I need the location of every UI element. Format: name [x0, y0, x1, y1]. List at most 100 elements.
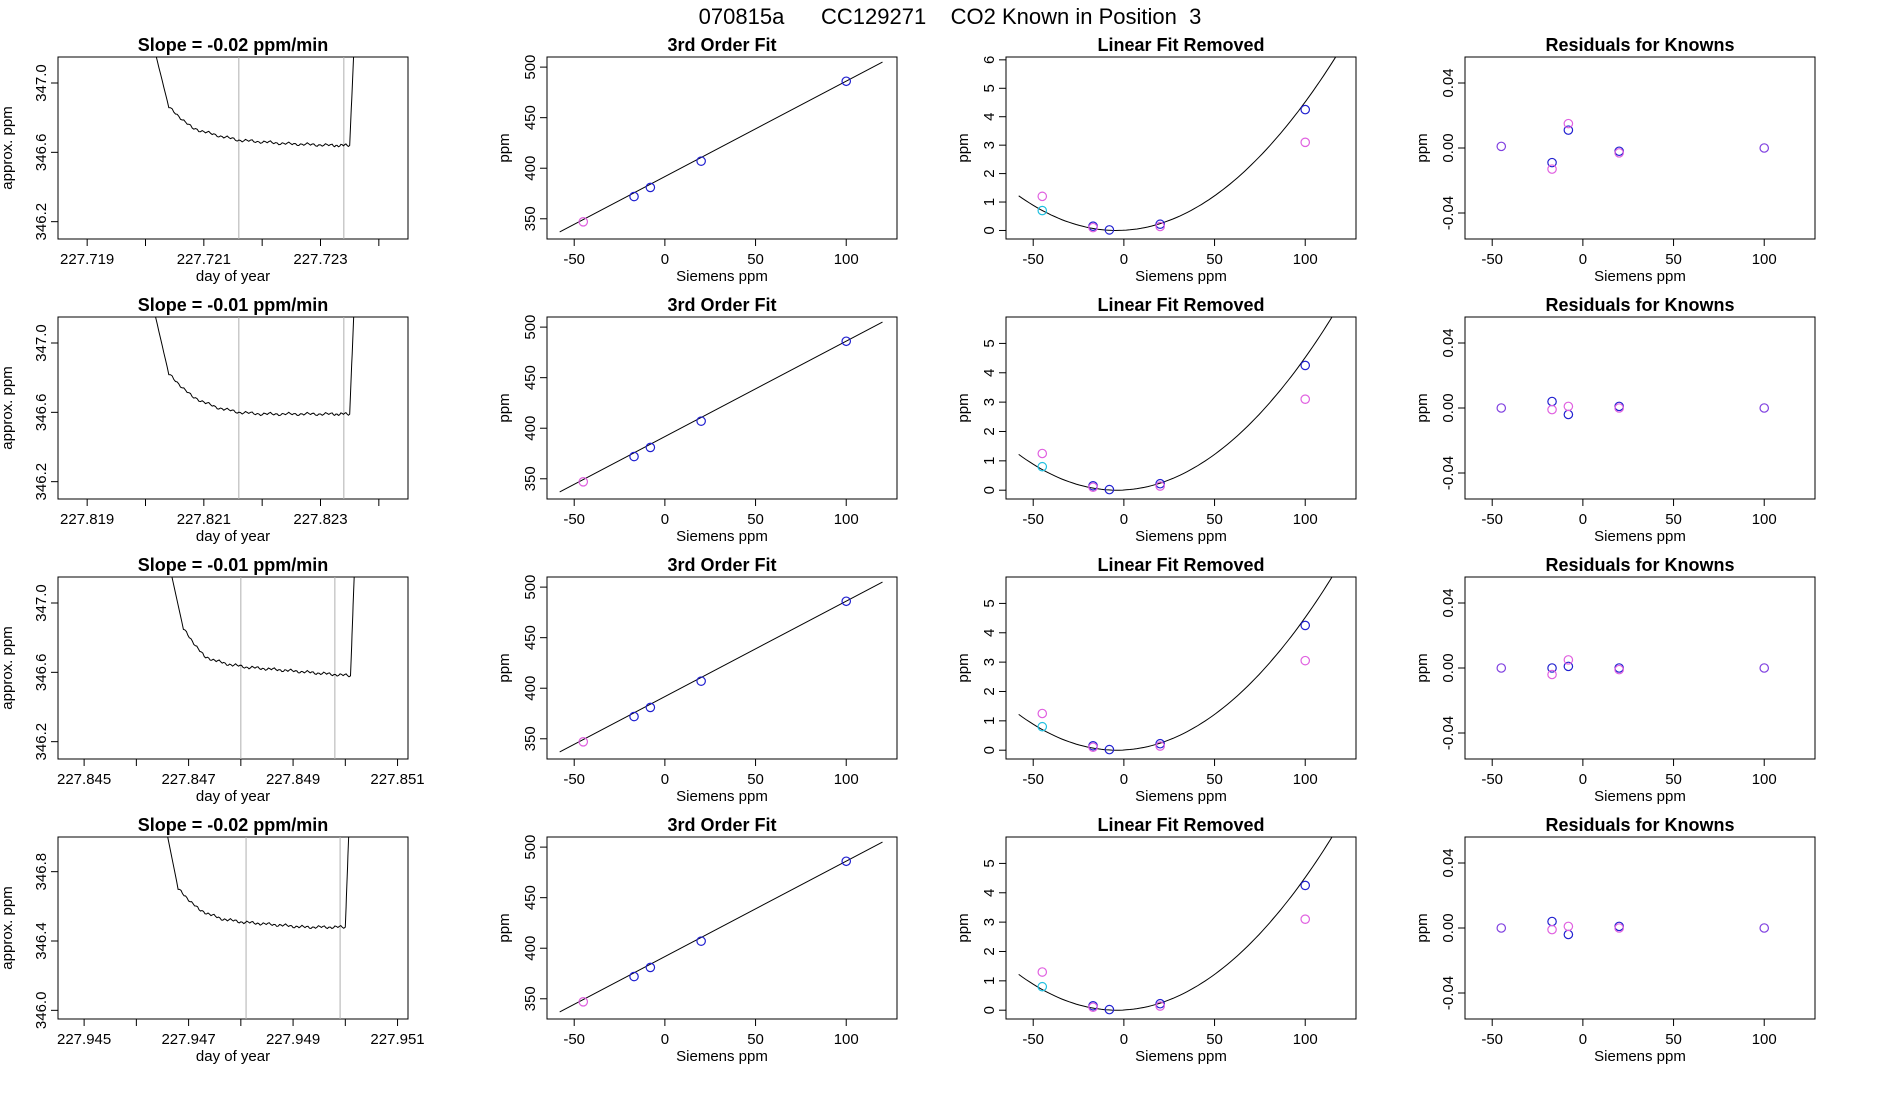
x-tick-label: 100 — [1752, 251, 1777, 268]
panel-r4-c3: Linear Fit Removed -50 0 50 100 0 1 2 3 4 5 Siemens… — [955, 815, 1357, 1065]
x-tick-label: 227.951 — [370, 1031, 424, 1048]
plot-area — [1018, 57, 1337, 235]
x-tick-label: 50 — [747, 251, 764, 268]
y-tick-label: 5 — [981, 859, 998, 867]
x-axis-label: Siemens ppm — [676, 268, 768, 285]
y-tick-label: 450 — [522, 885, 539, 910]
panel-title: Residuals for Knowns — [1545, 815, 1734, 835]
y-tick-label: 346.2 — [33, 463, 50, 501]
x-tick-label: -50 — [1481, 251, 1503, 268]
x-tick-label: 50 — [1206, 251, 1223, 268]
plot-area — [155, 317, 355, 499]
plot-area — [559, 841, 883, 1013]
data-point — [1300, 137, 1311, 148]
x-tick-label: 227.823 — [293, 511, 347, 528]
x-axis-label: Siemens ppm — [676, 1048, 768, 1065]
x-axis-label: day of year — [196, 788, 270, 805]
data-point — [578, 737, 589, 747]
data-point — [1563, 118, 1574, 129]
fit-curve — [1018, 577, 1333, 751]
x-axis-label: Siemens ppm — [1594, 1048, 1686, 1065]
data-point — [1563, 921, 1574, 932]
x-tick-label: -50 — [1481, 771, 1503, 788]
y-axis-label: approx. ppm — [0, 366, 16, 449]
y-tick-label: 350 — [522, 466, 539, 491]
data-point — [1088, 742, 1098, 753]
x-tick-label: 50 — [747, 511, 764, 528]
x-tick-label: 0 — [1579, 1031, 1587, 1048]
x-tick-label: 227.849 — [266, 771, 320, 788]
data-point — [1547, 669, 1557, 680]
y-tick-label: 346.0 — [33, 992, 50, 1030]
y-tick-label: 400 — [522, 416, 539, 441]
x-tick-label: 100 — [834, 251, 859, 268]
page-title: 070815a CC129271 CO2 Known in Position 3 — [698, 4, 1202, 29]
data-point — [629, 191, 639, 202]
data-point — [629, 451, 639, 462]
plot-area — [1018, 317, 1333, 495]
data-point — [696, 936, 706, 946]
x-axis-label: Siemens ppm — [676, 788, 768, 805]
x-tick-label: 0 — [661, 511, 669, 528]
data-point — [1037, 191, 1048, 202]
data-point — [1155, 738, 1165, 749]
y-tick-label: -0.04 — [1440, 976, 1457, 1010]
data-point — [645, 702, 656, 713]
data-point — [1104, 1004, 1115, 1015]
plot-area — [1496, 396, 1770, 420]
y-tick-label: 4 — [981, 629, 998, 637]
plot-area — [1018, 577, 1333, 755]
y-tick-label: 400 — [522, 936, 539, 961]
panel-r1-c3: Linear Fit Removed -50 0 50 100 0 1 2 3 4 5 6 Siemen… — [955, 35, 1357, 285]
plot-frame — [546, 576, 898, 760]
y-tick-label: 400 — [522, 156, 539, 181]
data-point — [1037, 448, 1048, 459]
x-tick-label: 100 — [1752, 511, 1777, 528]
x-tick-label: 50 — [1206, 1031, 1223, 1048]
data-point — [1759, 923, 1770, 933]
plot-frame — [1464, 836, 1816, 1020]
data-point — [1155, 1001, 1165, 1011]
data-point — [1614, 664, 1624, 675]
data-point — [1037, 461, 1048, 472]
y-tick-label: 347.0 — [33, 584, 50, 622]
y-tick-label: 2 — [981, 687, 998, 695]
x-tick-label: 227.945 — [57, 1031, 111, 1048]
data-point — [1037, 981, 1048, 992]
data-point — [841, 596, 852, 607]
panel-r2-c4: Residuals for Knowns -50 0 50 100 -0.04 0.00 0.… — [1414, 295, 1816, 545]
data-point — [645, 442, 656, 453]
fit-curve — [1018, 57, 1337, 232]
x-tick-label: 0 — [1579, 251, 1587, 268]
x-tick-label: 227.845 — [57, 771, 111, 788]
y-tick-label: 0.00 — [1440, 133, 1457, 162]
x-tick-label: 0 — [1120, 251, 1128, 268]
plot-area — [1496, 655, 1770, 680]
panel-title: Slope = -0.02 ppm/min — [138, 815, 329, 835]
plot-frame — [546, 56, 898, 240]
data-point — [1547, 157, 1557, 168]
y-tick-label: 346.6 — [33, 394, 50, 432]
y-tick-label: 450 — [522, 625, 539, 650]
panel-title: Linear Fit Removed — [1097, 35, 1264, 55]
data-point — [1614, 403, 1624, 413]
x-tick-label: 50 — [747, 1031, 764, 1048]
data-point — [1088, 222, 1098, 233]
x-tick-label: -50 — [563, 1031, 585, 1048]
panel-r4-c1: Slope = -0.02 ppm/min 227.945 227.947 227.9… — [0, 815, 425, 1065]
y-tick-label: 0 — [981, 746, 998, 754]
y-tick-label: 400 — [522, 676, 539, 701]
data-point — [1759, 663, 1770, 673]
data-point — [1496, 403, 1507, 413]
data-point — [629, 971, 639, 982]
panel-r3-c1: Slope = -0.01 ppm/min 227.845 227.847 227.8… — [0, 555, 425, 805]
y-tick-label: 3 — [981, 658, 998, 666]
y-tick-label: 346.4 — [33, 922, 50, 960]
plot-frame — [57, 836, 409, 1020]
x-tick-label: 100 — [1293, 511, 1318, 528]
plot-area — [1496, 118, 1770, 174]
x-tick-label: 227.723 — [293, 251, 347, 268]
x-tick-label: 50 — [1206, 771, 1223, 788]
x-tick-label: 50 — [1665, 1031, 1682, 1048]
data-point — [629, 711, 639, 722]
